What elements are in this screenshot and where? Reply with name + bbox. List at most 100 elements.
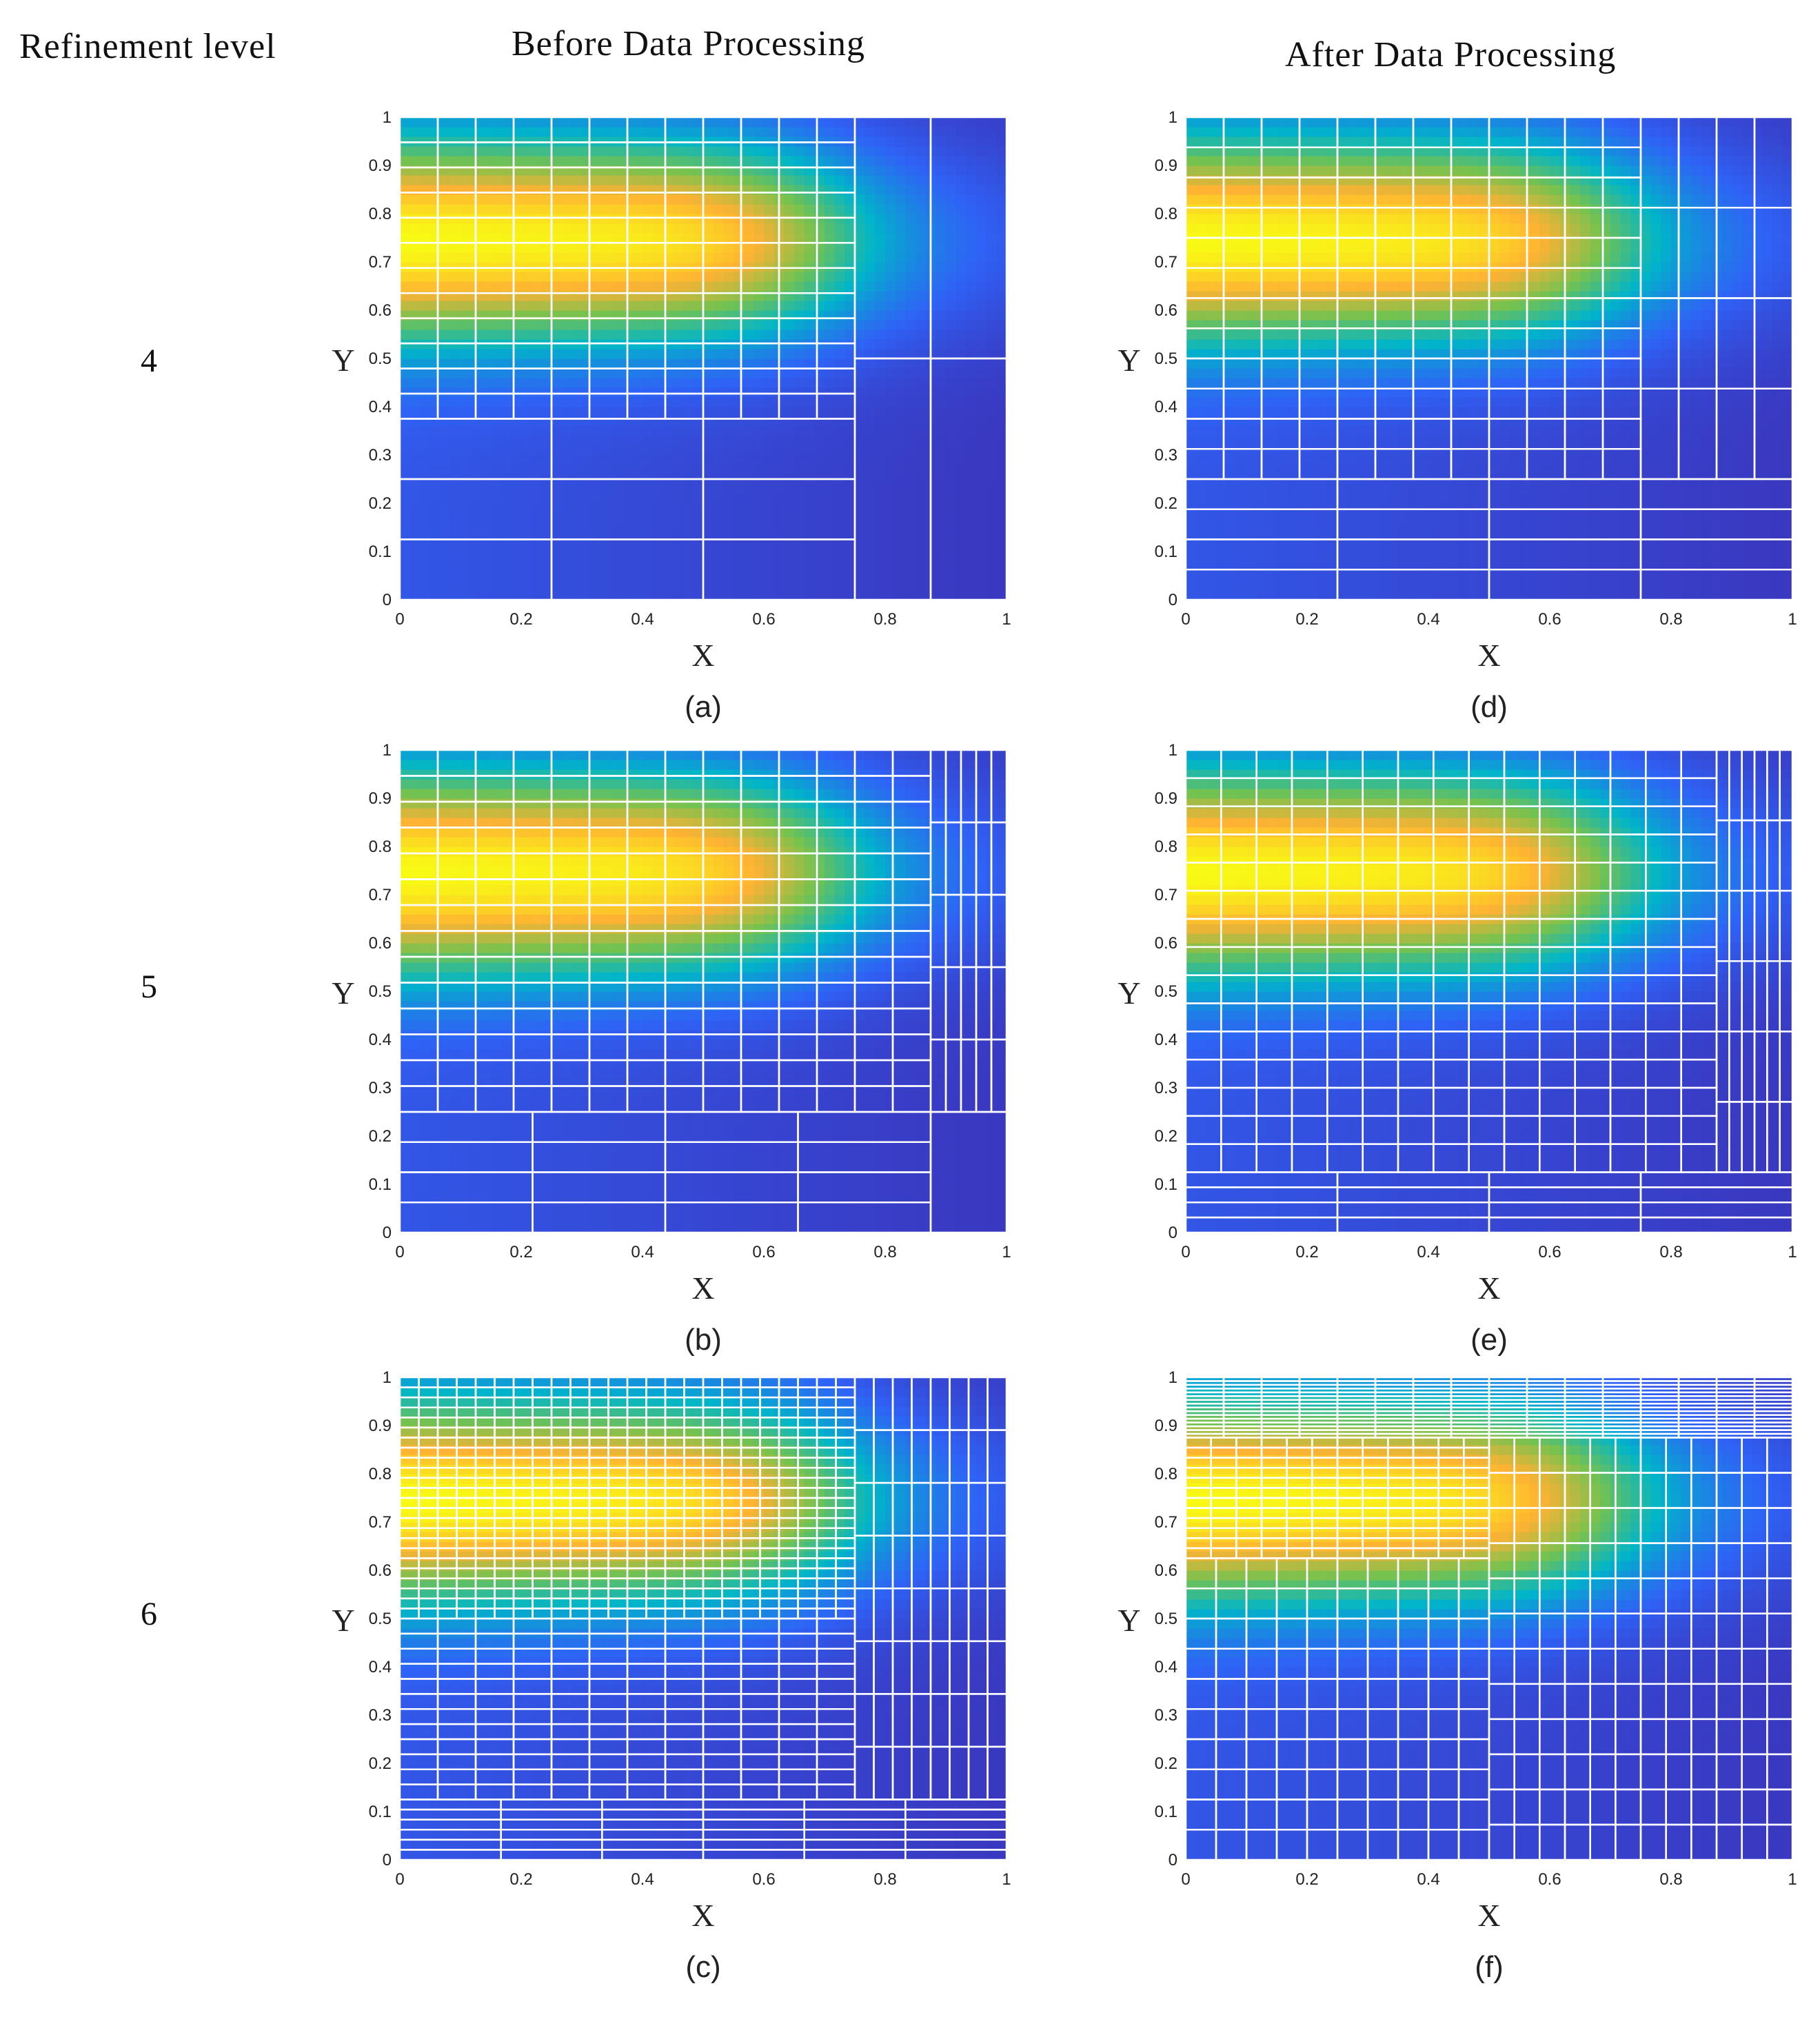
heatmap-cell [663,397,674,407]
heatmap-cell [561,320,572,330]
heatmap-cell [511,914,522,924]
heatmap-cell [734,750,745,760]
heatmap-cell [572,378,583,388]
heatmap-cell [511,175,522,185]
heatmap-cell [592,1223,603,1233]
heatmap-cell [602,571,613,581]
heatmap-cell [612,397,623,407]
heatmap-cell [572,272,583,282]
heatmap-cell [693,1136,704,1146]
heatmap-cell [632,204,643,214]
heatmap-cell [531,330,542,340]
heatmap-cell [410,272,421,282]
heatmap-cell [511,1155,522,1166]
heatmap-cell [481,397,492,407]
heatmap-cell [541,1059,552,1069]
heatmap-cell [430,214,441,224]
heatmap-cell [723,243,734,253]
heatmap-cell [612,378,623,388]
heatmap-cell [461,953,472,963]
heatmap-cell [420,330,431,340]
heatmap-cell [885,590,896,600]
heatmap-cell [693,798,704,809]
heatmap-cell [592,117,603,128]
heatmap-cell [936,455,947,465]
heatmap-cell [632,233,643,243]
heatmap-cell [481,982,492,992]
heatmap-cell [561,455,572,465]
heatmap-cell [612,117,623,128]
heatmap-cell [946,330,957,340]
heatmap-cell [632,252,643,263]
heatmap-cell [663,233,674,243]
heatmap-cell [865,513,876,523]
heatmap-cell [703,204,714,214]
heatmap-cell [966,233,977,243]
heatmap-cell [561,953,572,963]
heatmap-cell [481,1136,492,1146]
heatmap-cell [572,1001,583,1011]
heatmap-cell [693,827,704,838]
heatmap-cell [703,933,714,944]
heatmap-cell [450,1136,461,1146]
heatmap-cell [531,962,542,973]
heatmap-cell [410,1175,421,1185]
heatmap-cell [682,156,694,166]
heatmap-cell [713,146,724,156]
heatmap-cell [734,1184,745,1195]
heatmap-cell [541,760,552,770]
heatmap-cell [682,1175,694,1185]
heatmap-cell [481,407,492,417]
heatmap-cell [936,561,947,571]
heatmap-cell [946,156,957,166]
heatmap-cell [743,904,754,915]
heatmap-cell [734,808,745,818]
heatmap-cell [743,580,754,591]
heatmap-cell [622,503,633,514]
heatmap-cell [784,407,795,417]
heatmap-cell [723,281,734,292]
heatmap-cell [723,1011,734,1021]
heatmap-cell [652,436,663,446]
heatmap-cell [531,513,542,523]
heatmap-cell [521,378,532,388]
heatmap-cell [703,436,714,446]
heatmap-cell [420,387,431,398]
heatmap-cell [541,281,552,292]
heatmap-cell [461,1136,472,1146]
heatmap-cell [561,416,572,427]
heatmap-cell [511,866,522,876]
heatmap-cell [663,146,674,156]
heatmap-cell [450,436,461,446]
heatmap-cell [612,856,623,866]
heatmap-cell [693,1117,704,1127]
heatmap-cell [703,837,714,847]
heatmap-cell [723,1097,734,1108]
heatmap-cell [703,301,714,311]
heatmap-cell [885,233,896,243]
heatmap-cell [602,750,613,760]
heatmap-cell [612,1049,623,1060]
heatmap-cell [693,542,704,552]
heatmap-cell [410,378,421,388]
heatmap-cell [541,1175,552,1185]
heatmap-cell [632,827,643,838]
heatmap-cell [420,301,431,311]
heatmap-cell [602,1184,613,1195]
heatmap-cell [582,223,593,234]
heatmap-cell [582,513,593,523]
heatmap-cell [734,494,745,504]
heatmap-cell [501,1213,512,1224]
heatmap-cell [430,223,441,234]
heatmap-cell [804,455,815,465]
heatmap-cell [673,1011,684,1021]
heatmap-cell [541,127,552,137]
heatmap-cell [673,943,684,953]
heatmap-cell [743,349,754,359]
heatmap-cell [531,551,542,562]
heatmap-cell [531,1040,542,1050]
heatmap-cell [643,1223,654,1233]
heatmap-cell [976,339,987,349]
heatmap-cell [470,513,481,523]
heatmap-cell [511,1223,522,1233]
